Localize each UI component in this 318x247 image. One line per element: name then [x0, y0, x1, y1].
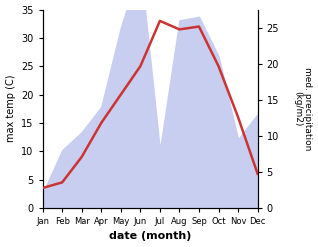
Y-axis label: med. precipitation
(kg/m2): med. precipitation (kg/m2)	[293, 67, 313, 150]
X-axis label: date (month): date (month)	[109, 231, 191, 242]
Y-axis label: max temp (C): max temp (C)	[5, 75, 16, 143]
